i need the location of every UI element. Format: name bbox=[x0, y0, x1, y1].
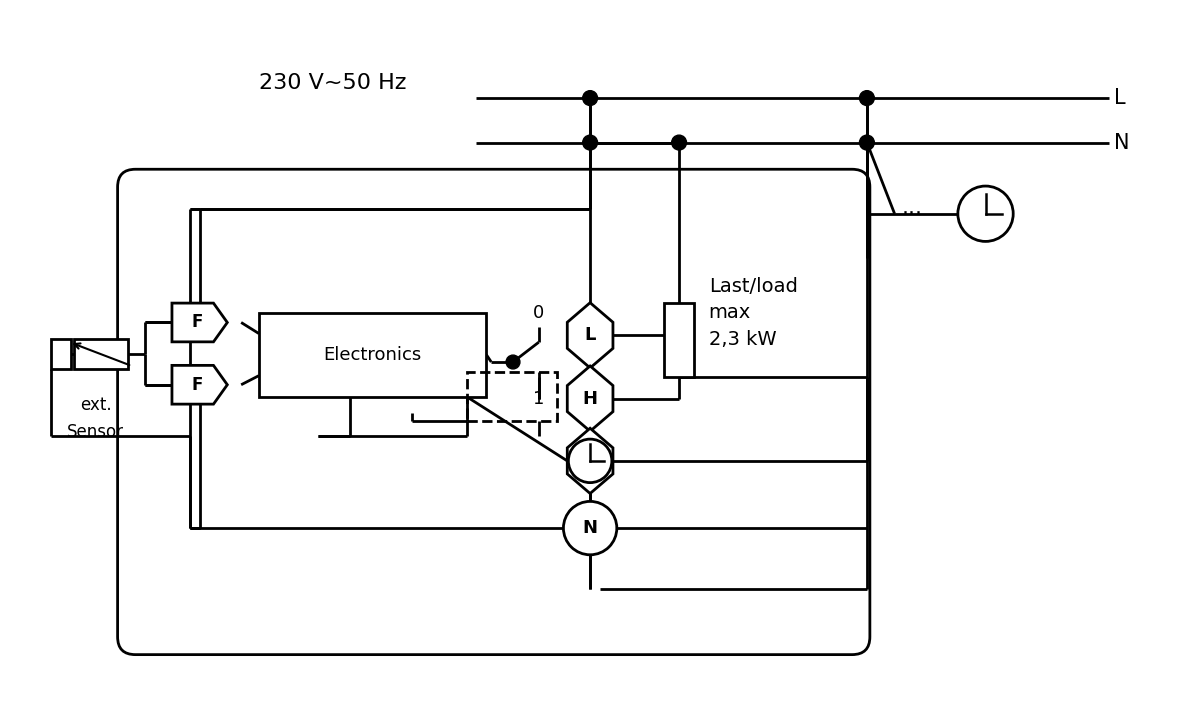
Text: N: N bbox=[1114, 132, 1129, 153]
FancyBboxPatch shape bbox=[665, 302, 694, 377]
Circle shape bbox=[583, 91, 598, 105]
Text: 0: 0 bbox=[533, 304, 545, 321]
Circle shape bbox=[506, 355, 520, 369]
FancyBboxPatch shape bbox=[52, 340, 71, 369]
FancyBboxPatch shape bbox=[118, 169, 870, 654]
Polygon shape bbox=[172, 366, 227, 404]
Circle shape bbox=[583, 135, 598, 150]
Polygon shape bbox=[568, 366, 613, 431]
Circle shape bbox=[672, 135, 686, 150]
Text: N: N bbox=[583, 519, 598, 537]
Text: L: L bbox=[1114, 88, 1126, 108]
FancyBboxPatch shape bbox=[259, 313, 486, 397]
Circle shape bbox=[859, 91, 875, 105]
Text: 1: 1 bbox=[533, 390, 545, 408]
Polygon shape bbox=[568, 428, 613, 494]
Circle shape bbox=[569, 439, 612, 483]
Polygon shape bbox=[172, 303, 227, 342]
Text: Last/load
max
2,3 kW: Last/load max 2,3 kW bbox=[709, 276, 798, 348]
Circle shape bbox=[958, 186, 1013, 241]
Text: F: F bbox=[191, 313, 203, 332]
Text: Electronics: Electronics bbox=[324, 345, 421, 364]
Text: Sensor: Sensor bbox=[67, 423, 125, 441]
Text: F: F bbox=[191, 376, 203, 394]
Text: ext.: ext. bbox=[80, 395, 112, 414]
Circle shape bbox=[859, 135, 875, 150]
Polygon shape bbox=[568, 302, 613, 368]
Text: 230 V~50 Hz: 230 V~50 Hz bbox=[259, 73, 407, 93]
Text: L: L bbox=[584, 326, 596, 345]
Text: ···: ··· bbox=[901, 204, 923, 224]
Circle shape bbox=[564, 502, 617, 555]
FancyBboxPatch shape bbox=[73, 340, 128, 369]
Text: H: H bbox=[583, 390, 598, 408]
